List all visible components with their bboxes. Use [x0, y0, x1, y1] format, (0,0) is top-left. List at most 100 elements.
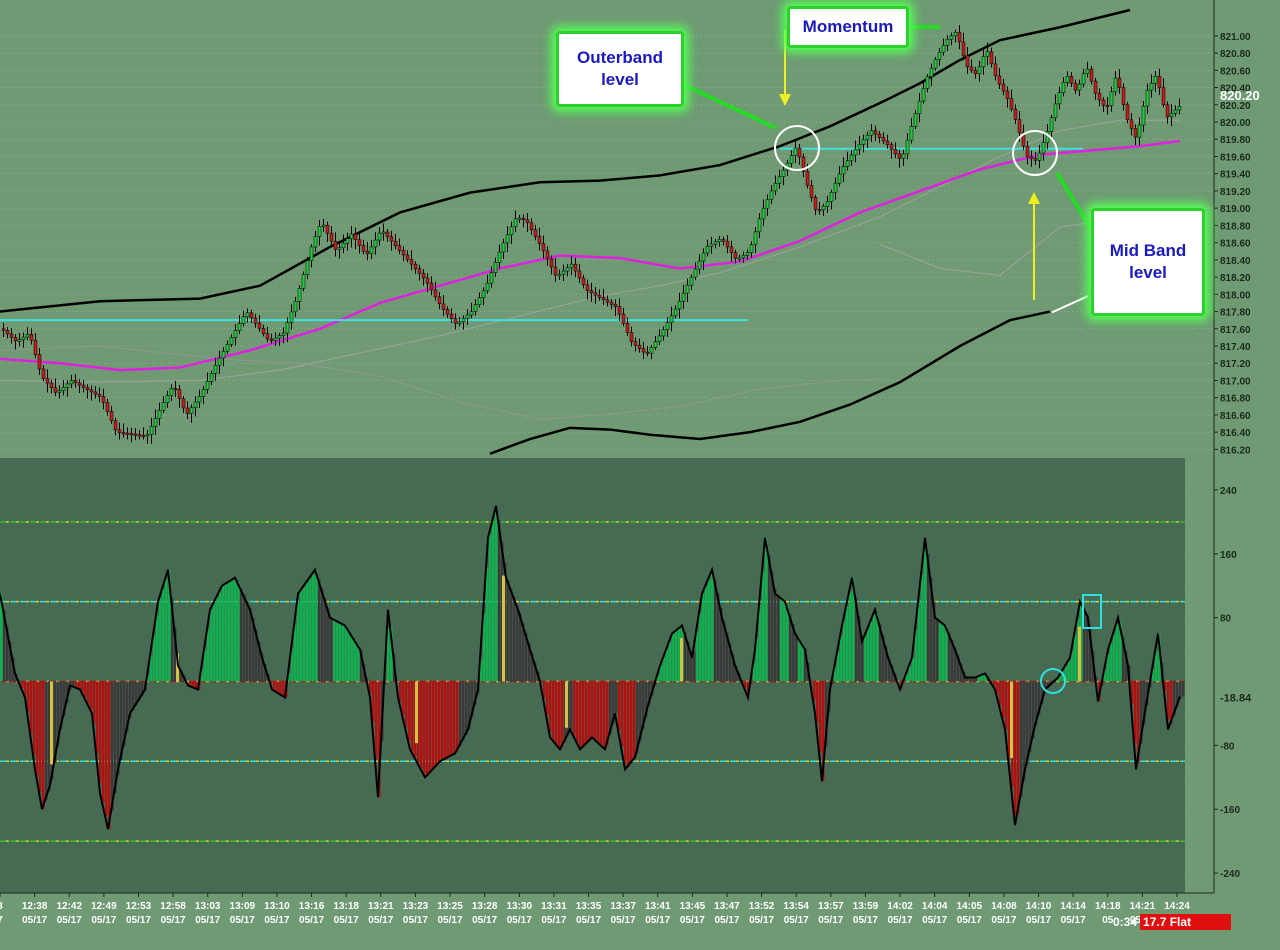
time-tick-label: 13:37 [610, 901, 636, 912]
candle-body [589, 290, 594, 294]
candle-body [1097, 92, 1102, 101]
candle-body [653, 341, 658, 348]
oscillator-bar [984, 673, 987, 682]
oscillator-bar [873, 614, 876, 682]
oscillator-bar [291, 649, 294, 682]
candle-body [229, 337, 234, 345]
candle-body [1037, 152, 1042, 161]
oscillator-bar [504, 563, 507, 682]
candle-body [669, 315, 674, 323]
oscillator-bar [240, 588, 243, 682]
candle-body [629, 332, 634, 342]
candle-body [925, 76, 930, 89]
oscillator-bar [549, 681, 552, 732]
oscillator-bar [216, 597, 219, 682]
date-tick-label: 05/17 [22, 915, 47, 926]
oscillator-bar [1167, 681, 1170, 720]
candle-body [29, 334, 34, 341]
candle-body [661, 329, 666, 337]
oscillator-bar [438, 681, 441, 764]
candle-body [129, 433, 134, 436]
oscillator-bar [609, 681, 612, 735]
candle-body [541, 243, 546, 252]
candle-body [817, 209, 822, 212]
candle-body [821, 206, 826, 211]
oscillator-bar [936, 618, 939, 682]
oscillator-bar [600, 681, 603, 745]
candle-body [465, 314, 470, 319]
oscillator-highlight-bar [502, 575, 505, 682]
candle-body [949, 35, 954, 40]
oscillator-tick-label: 80 [1220, 614, 1232, 625]
oscillator-bar [243, 594, 246, 682]
oscillator-bar [516, 604, 519, 682]
candle-body [397, 245, 402, 251]
oscillator-bar [555, 681, 558, 744]
candle-body [897, 153, 902, 159]
oscillator-line [0, 505, 1181, 830]
oscillator-bar [711, 572, 714, 682]
oscillator-bar [684, 632, 687, 682]
date-tick-label: 05/17 [611, 915, 636, 926]
candle-body [277, 335, 282, 339]
candle-body [1173, 109, 1178, 114]
candle-body [777, 176, 782, 184]
oscillator-bar [714, 579, 717, 682]
candle-body [1129, 119, 1134, 129]
candle-body [937, 51, 942, 60]
oscillator-bar [939, 620, 942, 682]
position-status: 17.7 Flat [1140, 914, 1232, 930]
oscillator-bar [942, 623, 945, 682]
candle-body [505, 234, 510, 244]
candle-body [1013, 108, 1018, 120]
date-tick-label: 05/17 [541, 915, 566, 926]
midband-touch-circle [1012, 130, 1058, 176]
candle-body [901, 153, 906, 159]
oscillator-bar [63, 681, 66, 717]
oscillator-bar [315, 569, 318, 682]
oscillator-bar [1125, 651, 1128, 682]
time-tick-label: 13:03 [195, 901, 221, 912]
price-tick-label: 816.60 [1220, 411, 1251, 422]
oscillator-axis: 240 160 80 -80 -160 -240 -18.84 [1214, 486, 1252, 880]
candle-body [517, 217, 522, 220]
candle-body [917, 100, 922, 114]
oscillator-bar [276, 681, 279, 692]
candle-body [401, 250, 406, 256]
candle-body [581, 277, 586, 286]
price-tick-label: 819.60 [1220, 152, 1251, 163]
oscillator-bar [798, 638, 801, 682]
oscillator-bar [90, 681, 93, 710]
oscillator-bar [6, 625, 9, 682]
candle-body [93, 391, 98, 395]
oscillator-bar [786, 604, 789, 682]
candle-body [449, 313, 454, 319]
date-tick-label: 05/17 [714, 915, 739, 926]
oscillator-bar [486, 568, 489, 682]
oscillator-bar [744, 681, 747, 688]
candle-body [1169, 113, 1174, 118]
oscillator-bar [867, 629, 870, 682]
time-axis: 3 7 12:38 05/17 12:42 05/17 12:49 05/17 12:53 05/… [0, 892, 1214, 926]
oscillator-bar [24, 681, 27, 696]
oscillator-bar [30, 681, 33, 734]
oscillator-bar [819, 681, 822, 753]
oscillator-bar [909, 665, 912, 682]
candle-body [357, 239, 362, 246]
candle-body [797, 147, 802, 158]
oscillator-bar [411, 681, 414, 752]
oscillator-bar [888, 657, 891, 682]
date-tick-label: 05/17 [57, 915, 82, 926]
oscillator-bar [1071, 651, 1074, 682]
oscillator-bar [708, 579, 711, 682]
oscillator-bar [618, 681, 621, 731]
oscillator-bar [39, 681, 42, 793]
candle-body [293, 301, 298, 313]
price-tick-label: 818.40 [1220, 256, 1251, 267]
oscillator-bar [762, 571, 765, 682]
oscillator-bar [1113, 633, 1116, 682]
oscillator-bar [630, 681, 633, 764]
oscillator-bar [969, 677, 972, 682]
time-tick-label: 14:24 [1164, 901, 1190, 912]
oscillator-bar [288, 673, 291, 682]
